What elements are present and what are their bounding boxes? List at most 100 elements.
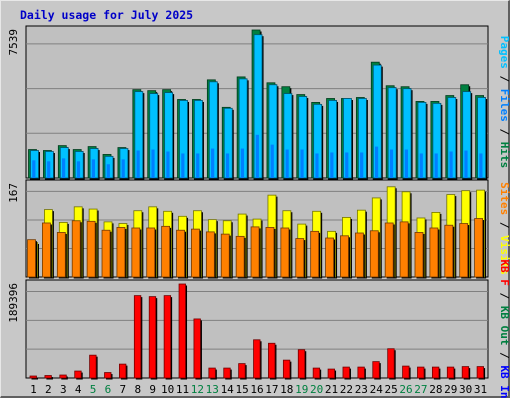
files-bar — [449, 151, 453, 178]
legend-entry: / — [498, 346, 511, 366]
kbf-bar — [312, 367, 321, 379]
files-bar — [136, 150, 140, 178]
files-bar — [106, 164, 110, 178]
sites-bar — [71, 220, 81, 278]
sites-bar — [176, 229, 185, 278]
sites-bar — [459, 223, 469, 278]
x-tick-label: 25 — [385, 383, 398, 396]
legend-entry: KB In — [498, 365, 511, 398]
sites-bar — [205, 231, 215, 278]
hits-ymax-label: 7539 — [7, 29, 20, 56]
legend-entry: Visits — [498, 235, 511, 275]
x-tick-label: 29 — [444, 383, 457, 396]
sites-bar — [474, 218, 483, 278]
files-bar — [121, 159, 125, 178]
legend-entry: Pages — [498, 36, 511, 69]
sites-bar — [280, 227, 290, 278]
kbf-bar — [268, 342, 276, 379]
x-tick-label: 31 — [474, 383, 487, 396]
files-bar — [196, 153, 200, 178]
visits-legend: Sites / Visits — [498, 182, 511, 275]
sites-bar — [220, 233, 230, 278]
sites-bar — [27, 239, 36, 278]
x-tick-label: 16 — [250, 383, 263, 396]
legend-entry: KB F — [498, 259, 511, 286]
x-tick-label: 19 — [295, 383, 308, 396]
x-tick-label: 12 — [191, 383, 204, 396]
x-tick-label: 27 — [414, 383, 427, 396]
files-bar — [211, 148, 215, 178]
sites-bar — [399, 221, 409, 278]
sites-bar — [116, 227, 126, 278]
kbf-bar — [29, 375, 37, 379]
kbf-bar — [59, 374, 67, 379]
kbf-bar — [253, 339, 261, 379]
files-bar — [360, 152, 364, 178]
kbf-bar — [193, 318, 201, 379]
x-tick-label: 26 — [399, 383, 412, 396]
files-bar — [91, 159, 96, 178]
chart-title: Daily usage for July 2025 — [20, 8, 194, 22]
sites-bar — [191, 228, 200, 278]
x-tick-label: 24 — [370, 383, 384, 396]
x-tick-label: 1 — [30, 383, 37, 396]
kbf-bar — [327, 368, 335, 379]
x-tick-label: 13 — [206, 383, 219, 396]
kbf-bar — [44, 375, 52, 379]
files-bar — [300, 149, 304, 178]
files-bar — [374, 146, 379, 178]
x-tick-label: 30 — [459, 383, 472, 396]
sites-bar — [354, 232, 364, 278]
kbf-bar-shadow — [31, 377, 38, 380]
x-tick-label: 23 — [355, 383, 368, 396]
kbf-bar — [89, 354, 97, 379]
x-tick-label: 8 — [134, 383, 141, 396]
files-bar — [285, 149, 289, 178]
kbf-bar — [133, 295, 142, 379]
kbf-bar — [238, 363, 246, 379]
files-bar — [345, 152, 349, 178]
files-bar — [404, 149, 408, 178]
kbf-bar — [163, 295, 172, 379]
x-tick-label: 4 — [75, 383, 82, 396]
x-tick-label: 14 — [221, 383, 235, 396]
kbf-bar — [148, 296, 157, 379]
x-tick-label: 18 — [280, 383, 293, 396]
kbf-bar — [461, 366, 470, 379]
kbf-bar — [297, 349, 306, 379]
x-tick-label: 10 — [161, 383, 174, 396]
legend-entry: / — [498, 215, 511, 235]
sites-bar — [369, 230, 379, 278]
files-bar — [479, 153, 483, 178]
legend-entry: / — [498, 286, 511, 306]
sites-bar — [56, 232, 66, 278]
kbf-bar — [372, 361, 380, 379]
kbf-bar — [431, 366, 440, 379]
sites-bar — [250, 226, 260, 278]
x-tick-label: 7 — [120, 383, 127, 396]
sites-bar — [414, 232, 424, 278]
kbf-bar — [342, 366, 350, 379]
x-tick-label: 22 — [340, 383, 353, 396]
sites-bar — [265, 227, 275, 278]
sites-bar — [325, 237, 334, 278]
sites-bar — [444, 224, 454, 278]
kbf-bar — [282, 359, 291, 379]
files-bar — [47, 161, 51, 178]
sites-bar — [429, 227, 439, 278]
legend-entry: / — [498, 69, 511, 89]
sites-bar — [295, 238, 305, 278]
x-tick-label: 15 — [235, 383, 248, 396]
files-bar — [315, 153, 319, 178]
legend-entry: KB Out — [498, 306, 511, 346]
kbf-bar — [119, 363, 127, 379]
files-bar — [76, 161, 81, 178]
sites-bar — [310, 230, 320, 278]
sites-bar — [131, 227, 141, 278]
sites-bar — [384, 222, 394, 278]
sites-bar — [235, 235, 245, 278]
x-tick-label: 5 — [90, 383, 97, 396]
sites-bar — [86, 220, 96, 278]
files-bar — [32, 160, 36, 178]
